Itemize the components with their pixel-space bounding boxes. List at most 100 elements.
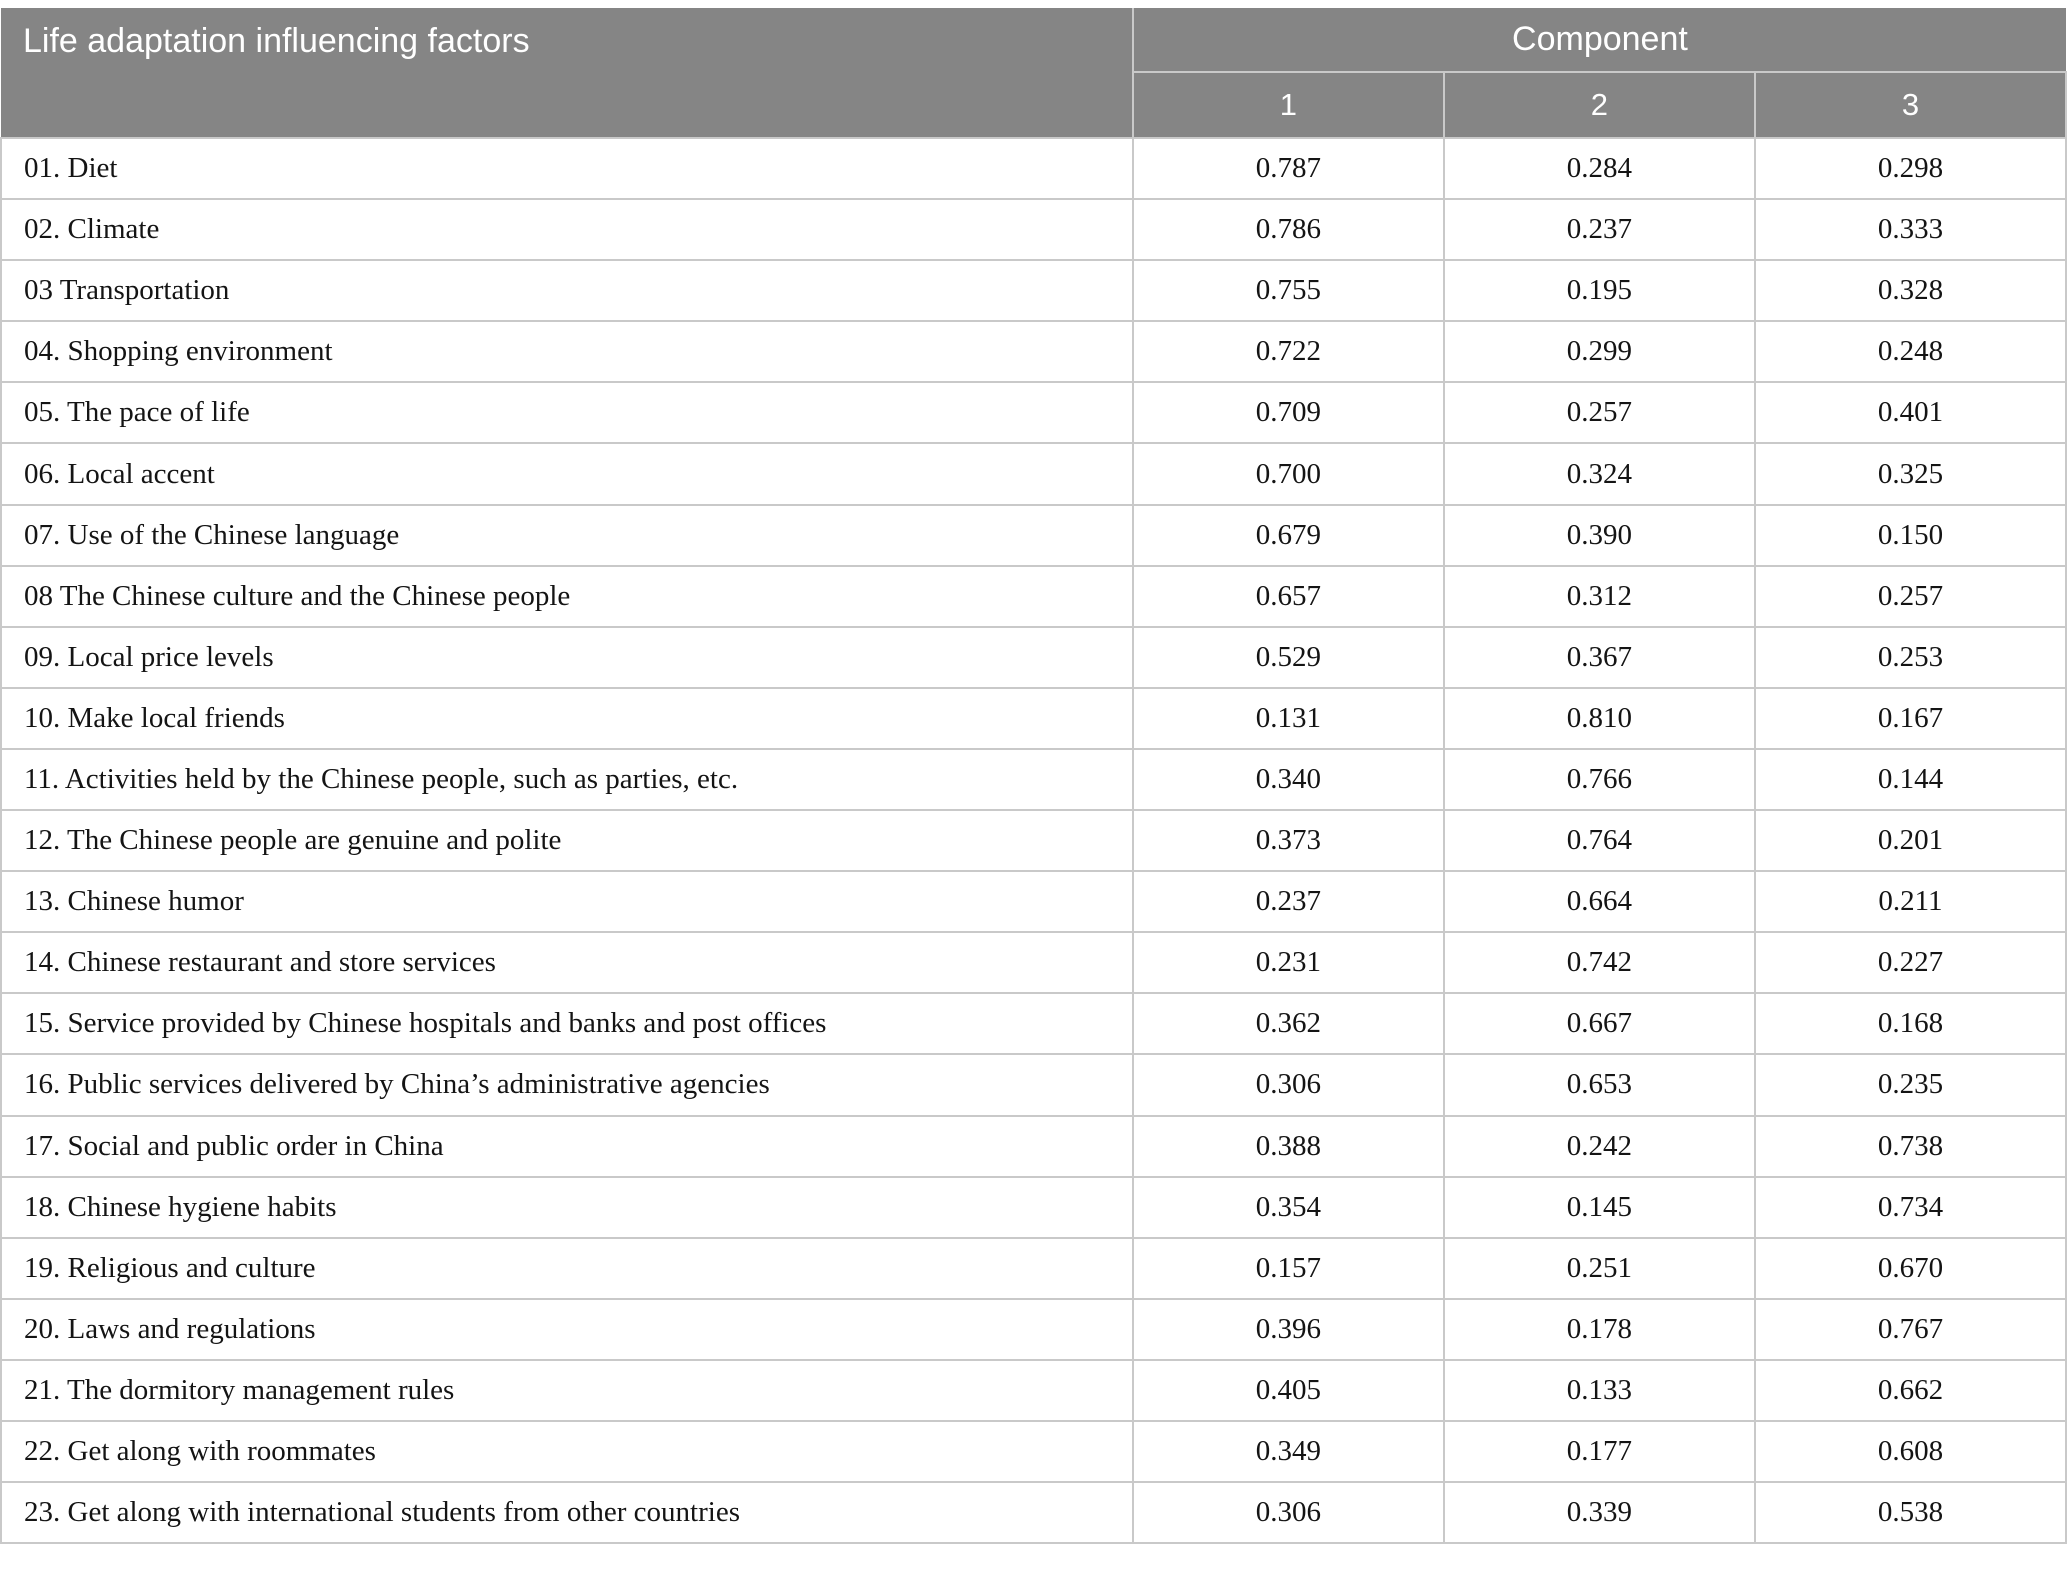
component-2-cell: 0.237	[1442, 198, 1756, 262]
factor-cell: 18. Chinese hygiene habits	[0, 1175, 1134, 1239]
factor-cell: 20. Laws and regulations	[0, 1297, 1134, 1361]
component-2-cell: 0.324	[1442, 442, 1756, 506]
table-row: 13. Chinese humor 0.237 0.664 0.211	[0, 870, 2067, 934]
factor-column-header: Life adaptation influencing factors	[1, 8, 1134, 138]
component-2-cell: 0.195	[1442, 259, 1756, 323]
component-2-cell: 0.367	[1442, 625, 1756, 689]
factor-cell: 10. Make local friends	[0, 686, 1134, 750]
component-1-cell: 0.529	[1131, 625, 1445, 689]
table-body: 01. Diet 0.787 0.284 0.298 02. Climate 0…	[0, 136, 2067, 1545]
component-2-cell: 0.177	[1442, 1419, 1756, 1484]
component-2-cell: 0.257	[1442, 381, 1756, 445]
component-1-cell: 0.237	[1131, 870, 1445, 934]
component-1-cell: 0.722	[1131, 320, 1445, 384]
component-1-cell: 0.709	[1131, 381, 1445, 445]
component-3-cell: 0.670	[1753, 1236, 2067, 1300]
factor-cell: 11. Activities held by the Chinese peopl…	[0, 747, 1134, 812]
component-2-cell: 0.339	[1442, 1481, 1756, 1545]
component-1-cell: 0.396	[1131, 1297, 1445, 1361]
factor-cell: 13. Chinese humor	[0, 870, 1134, 934]
component-3-cell: 0.767	[1753, 1297, 2067, 1361]
factor-cell: 09. Local price levels	[0, 625, 1134, 689]
component-1-cell: 0.306	[1131, 1481, 1445, 1545]
component-3-cell: 0.401	[1753, 381, 2067, 445]
component-3-cell: 0.328	[1753, 259, 2067, 323]
table-row: 06. Local accent 0.700 0.324 0.325	[0, 442, 2067, 506]
table-row: 10. Make local friends 0.131 0.810 0.167	[0, 686, 2067, 750]
factor-cell: 12. The Chinese people are genuine and p…	[0, 809, 1134, 873]
table-row: 15. Service provided by Chinese hospital…	[0, 992, 2067, 1056]
table-row: 16. Public services delivered by China’s…	[0, 1053, 2067, 1117]
component-3-cell: 0.167	[1753, 686, 2067, 750]
factor-cell: 06. Local accent	[0, 442, 1134, 506]
table-row: 18. Chinese hygiene habits 0.354 0.145 0…	[0, 1175, 2067, 1239]
component-2-cell: 0.810	[1442, 686, 1756, 750]
table-row: 23. Get along with international student…	[0, 1481, 2067, 1545]
factor-cell: 07. Use of the Chinese language	[0, 503, 1134, 567]
table-row: 09. Local price levels 0.529 0.367 0.253	[0, 625, 2067, 689]
component-2-cell: 0.742	[1442, 931, 1756, 995]
component-2-cell: 0.251	[1442, 1236, 1756, 1300]
table-row: 04. Shopping environment 0.722 0.299 0.2…	[0, 320, 2067, 384]
factor-cell: 03 Transportation	[0, 259, 1134, 323]
component-2-cell: 0.667	[1442, 992, 1756, 1056]
component-3-cell: 0.253	[1753, 625, 2067, 689]
component-2-cell: 0.145	[1442, 1175, 1756, 1239]
component-3-cell: 0.333	[1753, 198, 2067, 262]
component-3-cell: 0.608	[1753, 1419, 2067, 1484]
factor-cell: 22. Get along with roommates	[0, 1419, 1134, 1484]
factor-cell: 02. Climate	[0, 198, 1134, 262]
table-header: Life adaptation influencing factors Comp…	[1, 8, 2067, 138]
table-row: 03 Transportation 0.755 0.195 0.328	[0, 259, 2067, 323]
component-3-cell: 0.662	[1753, 1358, 2067, 1422]
component-1-cell: 0.362	[1131, 992, 1445, 1056]
table-row: 08 The Chinese culture and the Chinese p…	[0, 564, 2067, 628]
table-row: 17. Social and public order in China 0.3…	[0, 1114, 2067, 1178]
factor-cell: 04. Shopping environment	[0, 320, 1134, 384]
table-row: 11. Activities held by the Chinese peopl…	[0, 747, 2067, 812]
component-1-header: 1	[1132, 72, 1445, 138]
component-3-cell: 0.298	[1753, 136, 2067, 201]
factor-cell: 05. The pace of life	[0, 381, 1134, 445]
component-3-cell: 0.738	[1753, 1114, 2067, 1178]
component-2-cell: 0.284	[1442, 136, 1756, 201]
component-1-cell: 0.657	[1131, 564, 1445, 628]
component-3-cell: 0.235	[1753, 1053, 2067, 1117]
component-2-header: 2	[1442, 72, 1756, 138]
component-3-cell: 0.144	[1753, 747, 2067, 812]
component-1-cell: 0.405	[1131, 1358, 1445, 1422]
factor-cell: 16. Public services delivered by China’s…	[0, 1053, 1134, 1117]
component-2-cell: 0.312	[1442, 564, 1756, 628]
factor-cell: 14. Chinese restaurant and store service…	[0, 931, 1134, 995]
component-3-header: 3	[1753, 72, 2067, 138]
component-3-cell: 0.201	[1753, 809, 2067, 873]
component-1-cell: 0.131	[1131, 686, 1445, 750]
header-row-group: Life adaptation influencing factors Comp…	[1, 8, 2066, 138]
table-row: 01. Diet 0.787 0.284 0.298	[0, 136, 2067, 201]
component-3-cell: 0.248	[1753, 320, 2067, 384]
factor-cell: 01. Diet	[0, 136, 1134, 201]
component-2-cell: 0.133	[1442, 1358, 1756, 1422]
table-row: 07. Use of the Chinese language 0.679 0.…	[0, 503, 2067, 567]
component-2-cell: 0.664	[1442, 870, 1756, 934]
component-2-cell: 0.390	[1442, 503, 1756, 567]
component-1-cell: 0.388	[1131, 1114, 1445, 1178]
component-3-cell: 0.168	[1753, 992, 2067, 1056]
table-row: 02. Climate 0.786 0.237 0.333	[0, 198, 2067, 262]
factor-cell: 15. Service provided by Chinese hospital…	[0, 992, 1134, 1056]
component-1-cell: 0.373	[1131, 809, 1445, 873]
component-1-cell: 0.755	[1131, 259, 1445, 323]
header-row-subcolumns: 1 2 3	[1, 72, 2067, 138]
factor-cell: 23. Get along with international student…	[0, 1481, 1134, 1545]
component-group-header: Component	[1132, 8, 2066, 73]
table-row: 22. Get along with roommates 0.349 0.177…	[0, 1419, 2067, 1484]
component-3-cell: 0.150	[1753, 503, 2067, 567]
table-row: 12. The Chinese people are genuine and p…	[0, 809, 2067, 873]
factor-cell: 21. The dormitory management rules	[0, 1358, 1134, 1422]
component-1-cell: 0.349	[1131, 1419, 1445, 1484]
table-row: 21. The dormitory management rules 0.405…	[0, 1358, 2067, 1422]
component-1-cell: 0.786	[1131, 198, 1445, 262]
component-1-cell: 0.340	[1131, 747, 1445, 812]
component-1-cell: 0.231	[1131, 931, 1445, 995]
